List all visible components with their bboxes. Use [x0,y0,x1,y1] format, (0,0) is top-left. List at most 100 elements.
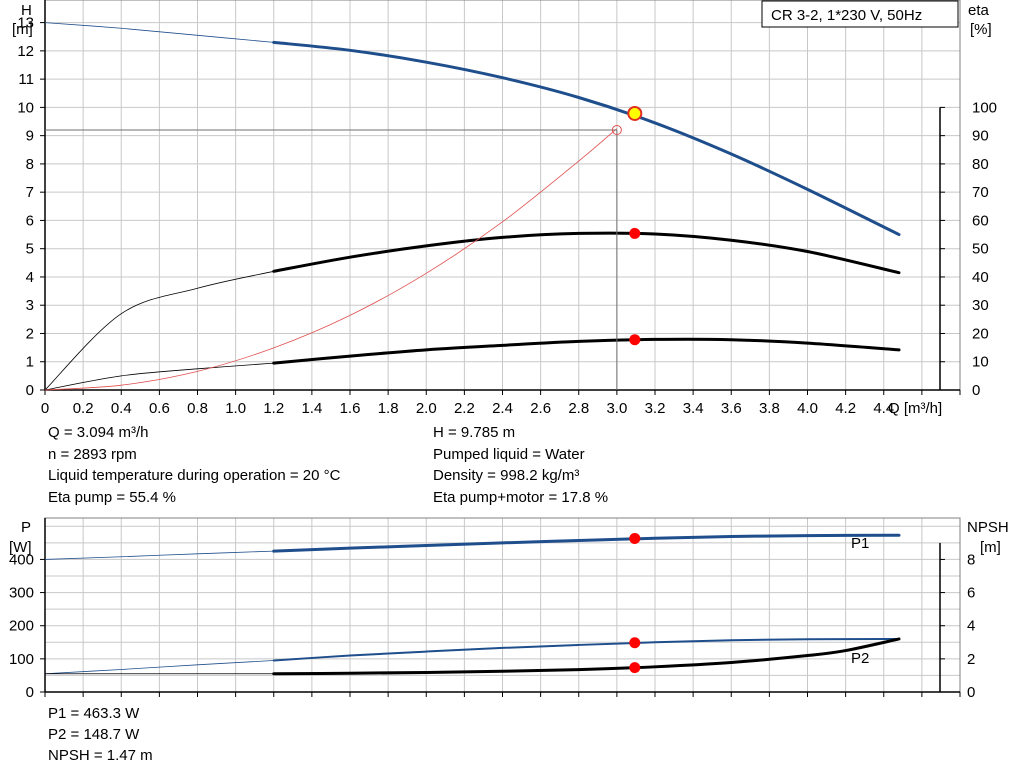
readout-eta-total: Eta pump+motor = 17.8 % [433,489,609,506]
y-left-tick-label: 3 [26,297,34,314]
readout-liquid: Pumped liquid = Water [433,446,585,463]
readout-eta-pump: Eta pump = 55.4 % [48,489,176,506]
readout-speed: n = 2893 rpm [48,446,137,463]
y-left-tick-label: 1 [26,354,34,371]
x-tick-label: 0.4 [111,400,132,417]
y-left-tick-label: 10 [17,99,34,116]
curve-eta_pump_motor [272,337,901,365]
x-tick-label: 2.2 [454,400,475,417]
x-tick-label: 1.8 [378,400,399,417]
curve-eta_pump_motor-extrapolated [44,362,274,391]
readout-q: Q = 3.094 m³/h [48,424,149,441]
readout-p2: P2 = 148.7 W [48,726,140,743]
y-left-tick-label: 7 [26,184,34,201]
x-tick-label: 1.0 [225,400,246,417]
curve-system [44,128,618,391]
readout-head: H = 9.785 m [433,424,516,441]
top-grid [44,0,961,391]
x-tick-label: 4.0 [797,400,818,417]
y-left-tick-label: 0 [26,684,34,701]
y-left-tick-label: 2 [26,325,34,342]
y-right-tick-label: 30 [972,297,989,314]
x-tick-label: 1.2 [263,400,284,417]
y-right-tick-label: 0 [972,382,980,399]
curve-P1-extrapolated [44,550,274,560]
curve-eta_pump-extrapolated [44,270,274,391]
x-tick-label: 4.2 [835,400,856,417]
curve-eta_pump [272,231,901,275]
eta-pump-op-marker [629,227,641,239]
y-right-tick-label: 50 [972,241,989,258]
y-left-tick-label: 4 [26,269,34,286]
y-right-tick-label: 40 [972,269,989,286]
curve-NPSH [272,637,901,676]
y-left-tick-label: 12 [17,43,34,60]
y-right-tick-label: 0 [967,684,975,701]
y-left-tick-label: 5 [26,241,34,258]
y-left-tick-label: 300 [9,585,34,602]
p2-op-marker [629,637,641,649]
x-tick-label: 2.0 [416,400,437,417]
x-tick-label: 3.6 [721,400,742,417]
x-tick-label: 1.4 [301,400,322,417]
y-right-tick-label: 20 [972,325,989,342]
y-right-tick-label: 100 [972,99,997,116]
x-tick-label: 4.4 [873,400,894,417]
curve-P2 [272,637,900,662]
x-tick-label: 3.4 [683,400,704,417]
y-right-tick-label: 90 [972,128,989,145]
y-right-unit: [%] [970,21,992,38]
x-tick-label: 0.6 [149,400,170,417]
readout-p1: P1 = 463.3 W [48,705,140,722]
series-label-p1: P1 [851,535,869,552]
y-right-label: NPSH [967,519,1009,536]
y-right-tick-label: 10 [972,354,989,371]
readout-temperature: Liquid temperature during operation = 20… [48,467,341,484]
x-tick-label: 2.6 [530,400,551,417]
x-tick-label: 0 [41,400,49,417]
series-label-p2: P2 [851,650,869,667]
y-right-tick-label: 8 [967,551,975,568]
y-left-label: H [21,2,32,19]
curve-H [272,40,901,237]
y-left-tick-label: 11 [18,71,34,88]
y-left-tick-label: 100 [9,651,34,668]
y-left-tick-label: 400 [9,551,34,568]
readout-npsh: NPSH = 1.47 m [48,747,153,764]
npsh-op-marker [629,662,641,674]
y-left-label: P [21,519,31,536]
curve-H-extrapolated [44,22,274,43]
y-right-label: eta [968,2,990,19]
y-right-tick-label: 2 [967,651,975,668]
x-tick-label: 3.0 [606,400,627,417]
x-tick-label: 2.8 [568,400,589,417]
duty-point-marker [611,125,622,135]
x-axis-label: Q [m³/h] [888,400,942,417]
curve-P2-extrapolated [44,660,274,675]
p1-op-marker [629,532,641,544]
y-right-tick-label: 4 [967,618,975,635]
eta-total-op-marker [629,334,641,346]
head-op-marker [627,105,643,121]
y-left-tick-label: 9 [26,128,34,145]
x-tick-label: 0.8 [187,400,208,417]
title-box [761,0,959,28]
x-tick-label: 0.2 [73,400,94,417]
chart-title: CR 3-2, 1*230 V, 50Hz [771,7,922,24]
x-tick-label: 3.2 [645,400,666,417]
x-tick-label: 2.4 [492,400,513,417]
x-tick-label: 1.6 [340,400,361,417]
y-left-unit: [W] [9,539,32,556]
x-tick-label: 3.8 [759,400,780,417]
y-left-tick-label: 8 [26,156,34,173]
y-right-tick-label: 6 [967,585,975,602]
y-left-tick-label: 200 [9,618,34,635]
y-right-tick-label: 80 [972,156,989,173]
y-left-tick-label: 13 [17,15,34,32]
y-right-unit: [m] [980,539,1001,556]
y-left-tick-label: 0 [26,382,34,399]
curve-P1 [272,533,901,553]
y-left-unit: [m] [12,21,33,38]
y-right-tick-label: 70 [972,184,989,201]
